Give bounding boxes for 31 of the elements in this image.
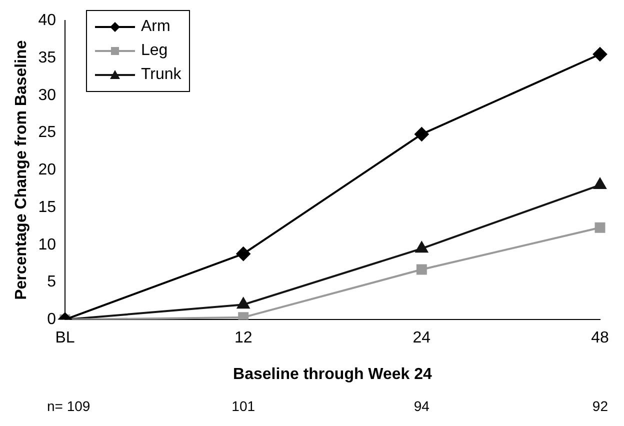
text: n= 109 — [46, 398, 90, 414]
x-tick-label: 24 — [412, 330, 431, 347]
y-tick-label: 15 — [38, 198, 56, 216]
y-tick-label: 40 — [38, 12, 56, 30]
y-tick-label: 10 — [38, 236, 56, 254]
x-axis-title: Baseline through Week 24 — [233, 366, 432, 383]
y-tick-label: 0 — [47, 311, 56, 328]
x-tick-label: 48 — [591, 330, 609, 347]
point — [415, 242, 428, 253]
legend-label: Arm — [141, 17, 170, 37]
text: 92 — [592, 398, 608, 414]
y-tick-label: 25 — [38, 124, 56, 142]
text: 94 — [414, 398, 430, 414]
point — [594, 178, 606, 190]
text: 101 — [232, 398, 256, 414]
point — [593, 47, 607, 62]
y-tick-label: 20 — [38, 162, 56, 179]
point — [238, 312, 249, 320]
point — [594, 222, 606, 233]
x-tick-label: BL — [55, 330, 75, 347]
point — [414, 127, 429, 142]
legend-label: Trunk — [141, 65, 182, 85]
y-tick-label: 35 — [38, 49, 56, 66]
y-tick-label: 30 — [38, 86, 56, 104]
y-tick-label: 5 — [47, 274, 56, 291]
point — [237, 298, 250, 309]
x-tick-label: 12 — [234, 330, 252, 347]
y-axis-title: Percentage Change from Baseline — [13, 40, 30, 300]
legend-label: Leg — [141, 41, 168, 61]
point — [416, 264, 427, 275]
point — [236, 246, 250, 261]
